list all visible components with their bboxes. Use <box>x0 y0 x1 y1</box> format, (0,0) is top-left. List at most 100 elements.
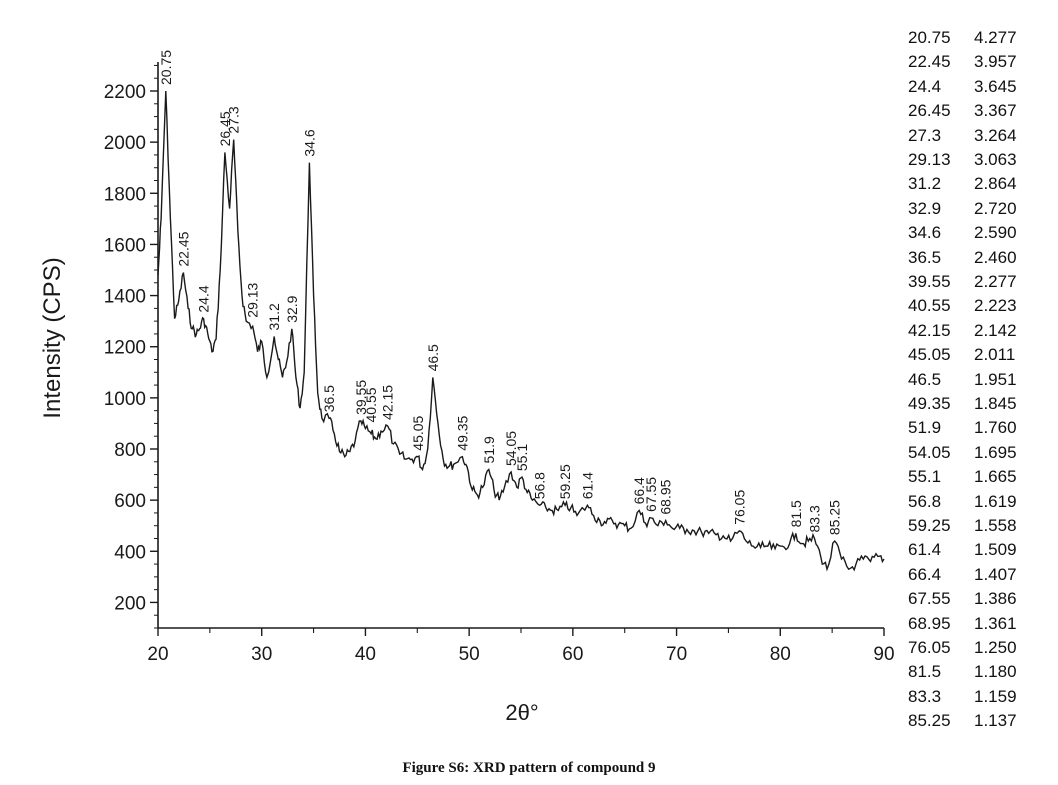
d-spacing-value: 3.957 <box>974 52 1017 72</box>
peak-label: 81.5 <box>788 500 804 527</box>
y-tick-label: 200 <box>114 593 146 614</box>
peak-label: 49.35 <box>454 415 470 450</box>
d-spacing-value: 3.063 <box>974 150 1017 169</box>
d-spacing-value: 3.264 <box>974 125 1017 145</box>
peak-label: 56.8 <box>532 472 548 499</box>
two-theta-value: 24.4 <box>908 76 942 96</box>
two-theta-value: 31.2 <box>908 174 942 194</box>
peak-label: 61.4 <box>579 472 595 499</box>
d-spacing-value: 2.142 <box>974 320 1017 340</box>
two-theta-value: 83.3 <box>908 686 942 706</box>
peak-label: 42.15 <box>380 385 396 420</box>
y-tick-label: 1400 <box>104 287 146 308</box>
x-tick-label: 90 <box>873 644 894 665</box>
peak-label: 85.25 <box>827 500 843 535</box>
d-spacing-value: 1.386 <box>974 589 1017 609</box>
y-tick-label: 1800 <box>104 184 146 205</box>
two-theta-value: 45.05 <box>908 345 951 365</box>
x-tick-label: 40 <box>355 644 376 665</box>
d-spacing-value: 1.619 <box>974 491 1017 511</box>
peak-label: 36.5 <box>321 385 337 412</box>
peak-label: 59.25 <box>557 464 573 499</box>
peak-label: 45.05 <box>410 415 426 450</box>
peak-label: 32.9 <box>284 295 300 322</box>
x-tick-label: 50 <box>459 644 480 665</box>
peak-label: 67.55 <box>643 477 659 512</box>
x-tick-label: 70 <box>666 644 687 665</box>
two-theta-value: 39.55 <box>908 272 951 291</box>
d-spacing-value: 1.695 <box>974 442 1017 462</box>
d-spacing-value: 2.590 <box>974 223 1017 243</box>
d-spacing-value: 2.864 <box>974 174 1017 194</box>
d-spacing-value: 4.277 <box>974 28 1017 47</box>
d-spacing-value: 1.951 <box>974 369 1017 389</box>
two-theta-value: 55.1 <box>908 467 942 487</box>
d-spacing-value: 1.407 <box>974 564 1017 584</box>
two-theta-value: 54.05 <box>908 442 951 462</box>
d-spacing-value: 1.159 <box>974 686 1017 706</box>
d-spacing-value: 1.760 <box>974 418 1017 438</box>
peak-label: 46.5 <box>425 344 441 371</box>
d-spacing-value: 3.367 <box>974 101 1017 121</box>
peak-label: 39.55 <box>353 380 369 415</box>
two-theta-value: 32.9 <box>908 198 942 218</box>
two-theta-value: 20.75 <box>908 28 951 47</box>
d-spacing-value: 3.645 <box>974 76 1017 96</box>
two-theta-value: 67.55 <box>908 589 951 609</box>
peak-label: 24.4 <box>196 285 212 312</box>
y-tick-label: 600 <box>114 491 146 512</box>
two-theta-value: 59.25 <box>908 516 951 535</box>
peak-label: 31.2 <box>266 303 282 330</box>
peak-label: 55.1 <box>514 444 530 471</box>
d-spacing-value: 1.361 <box>974 613 1017 633</box>
x-tick-label: 30 <box>251 644 272 665</box>
y-tick-label: 1000 <box>104 389 146 410</box>
two-theta-value: 68.95 <box>908 613 951 633</box>
peak-label: 40.55 <box>363 387 379 422</box>
peak-label: 22.45 <box>175 231 191 266</box>
x-axis-label: 2θ° <box>505 700 538 725</box>
two-theta-value: 40.55 <box>908 296 951 316</box>
y-tick-label: 1200 <box>104 338 146 359</box>
y-tick-label: 400 <box>114 542 146 563</box>
d-spacing-value: 2.460 <box>974 247 1017 267</box>
x-tick-label: 80 <box>770 644 791 665</box>
two-theta-value: 42.15 <box>908 320 951 340</box>
two-theta-value: 81.5 <box>908 662 942 682</box>
two-theta-value: 26.45 <box>908 101 951 121</box>
y-axis-label: Intensity (CPS) <box>39 257 66 418</box>
xrd-series-line <box>157 90 885 572</box>
figure-caption: Figure S6: XRD pattern of compound 9 <box>402 760 656 776</box>
d-spacing-value: 1.509 <box>974 540 1017 560</box>
d-spacing-value: 2.277 <box>974 272 1017 291</box>
d-spacing-value: 2.011 <box>974 345 1016 365</box>
x-tick-label: 20 <box>147 644 168 665</box>
peak-label: 68.95 <box>658 479 674 514</box>
d-spacing-value: 2.720 <box>974 198 1017 218</box>
y-tick-label: 2200 <box>104 82 146 103</box>
d-spacing-value: 1.558 <box>974 516 1017 535</box>
peak-label: 34.6 <box>301 129 317 156</box>
d-spacing-value: 1.137 <box>974 711 1017 731</box>
peak-label: 29.13 <box>245 282 261 317</box>
two-theta-value: 66.4 <box>908 564 942 584</box>
two-theta-value: 46.5 <box>908 369 942 389</box>
y-tick-label: 1600 <box>104 235 146 256</box>
two-theta-value: 76.05 <box>908 638 951 657</box>
two-theta-value: 34.6 <box>908 223 942 243</box>
peak-label: 83.3 <box>807 505 823 532</box>
two-theta-value: 85.25 <box>908 711 951 731</box>
d-spacing-value: 2.223 <box>974 296 1017 316</box>
d-spacing-value: 1.180 <box>974 662 1017 682</box>
d-spacing-value: 1.845 <box>974 394 1017 413</box>
peak-label: 20.75 <box>158 50 174 85</box>
peak-label: 27.3 <box>226 106 242 133</box>
x-ticks: 20 30 40 50 60 70 80 90 <box>147 628 895 665</box>
two-theta-value: 27.3 <box>908 125 942 145</box>
peak-label: 26.45 <box>217 111 233 146</box>
peak-label: 54.05 <box>503 431 519 466</box>
two-theta-value: 61.4 <box>908 540 942 560</box>
peak-label: 51.9 <box>481 436 497 463</box>
